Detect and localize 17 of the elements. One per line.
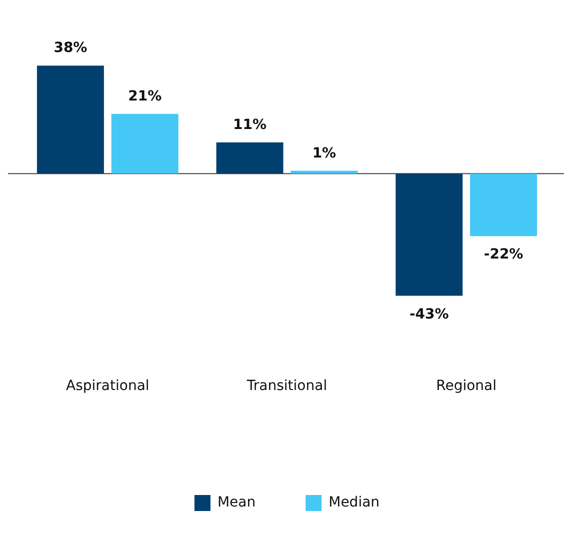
bar — [216, 142, 284, 174]
bar — [111, 114, 178, 174]
bar — [470, 174, 538, 236]
bar — [290, 170, 358, 174]
data-label: 1% — [312, 145, 336, 162]
data-label: -22% — [484, 246, 524, 263]
data-label: 11% — [233, 116, 267, 133]
bar — [396, 174, 463, 296]
data-label: 38% — [54, 40, 88, 56]
bar — [36, 66, 104, 174]
x-tick-label: Aspirational — [66, 378, 150, 394]
data-label: -43% — [409, 306, 449, 322]
legend-label: Median — [328, 494, 380, 511]
x-tick-label: Regional — [436, 378, 497, 394]
x-tick-label: Transitional — [246, 378, 328, 394]
data-label: 21% — [128, 88, 162, 105]
legend-label: Mean — [217, 494, 256, 511]
